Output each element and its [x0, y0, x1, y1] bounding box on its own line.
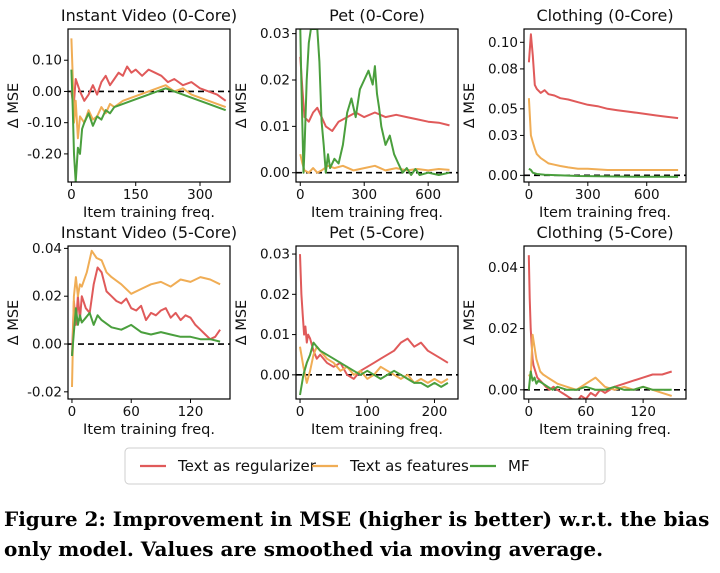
y-tick-label: 0.04	[32, 241, 62, 257]
plot-frame	[523, 245, 687, 400]
series-line-features	[527, 333, 673, 397]
y-axis-label: Δ MSE	[234, 83, 250, 128]
x-axis-label: Item training freq.	[539, 422, 671, 438]
x-tick-label: 300	[187, 187, 213, 203]
y-axis-label: Δ MSE	[6, 300, 22, 345]
series-line-features	[299, 345, 449, 384]
y-tick-label: 0.01	[260, 119, 290, 135]
y-tick-label: -0.02	[27, 384, 62, 400]
series-line-mf	[527, 370, 672, 391]
y-tick-label: 0.03	[260, 247, 290, 263]
chart-panel-1: Instant Video (0-Core) 0 150 300 0.10 0.00 -0.…	[6, 6, 237, 221]
y-axis-label: Δ MSE	[6, 83, 22, 128]
chart-title: Pet (5-Core)	[329, 223, 425, 242]
series-line-mf	[299, 341, 449, 396]
series-line-regularizer	[70, 65, 227, 109]
chart-title: Pet (0-Core)	[329, 6, 425, 25]
x-axis-label: Item training freq.	[539, 205, 671, 221]
y-tick-label: 0.03	[488, 128, 518, 144]
plot-frame	[295, 245, 459, 400]
x-tick-label: 150	[123, 187, 149, 203]
x-tick-label: 120	[630, 404, 656, 420]
plot-frame	[67, 245, 231, 400]
x-tick-label: 0	[296, 187, 305, 203]
series-line-mf	[71, 307, 221, 357]
x-tick-label: 600	[415, 187, 441, 203]
series-line-regularizer	[299, 254, 449, 380]
y-tick-label: 0.02	[260, 287, 290, 303]
y-axis-label: Δ MSE	[462, 300, 478, 345]
legend-frame	[124, 447, 606, 485]
x-tick-label: 0	[525, 187, 534, 203]
figure-panels: Instant Video (0-Core) 0 150 300 0.10 0.00 -0.…	[6, 6, 687, 485]
legend-label-mf: MF	[508, 457, 530, 475]
y-tick-label: 0.00	[260, 367, 290, 383]
y-tick-label: -0.10	[27, 115, 62, 131]
x-axis-label: Item training freq.	[83, 205, 215, 221]
plot-frame	[67, 28, 231, 183]
y-tick-label: 0.03	[260, 26, 290, 42]
x-tick-label: 300	[351, 187, 377, 203]
y-tick-label: 0.00	[488, 382, 518, 398]
y-tick-label: 0.00	[488, 168, 518, 184]
y-tick-label: 0.02	[488, 321, 518, 337]
x-axis-label: Item training freq.	[311, 205, 443, 221]
series-line-mf	[70, 69, 227, 182]
chart-title: Instant Video (5-Core)	[61, 223, 237, 242]
y-tick-label: -0.20	[27, 146, 62, 162]
chart-title: Instant Video (0-Core)	[61, 6, 237, 25]
x-tick-label: 200	[422, 404, 448, 420]
chart-legend: Text as regularizer Text as features MF	[124, 447, 606, 485]
series-line-regularizer	[527, 255, 673, 399]
chart-panel-6: Clothing (5-Core) 0 60 120 0.04 0.02 0.00 Item …	[462, 223, 687, 438]
x-tick-label: 60	[123, 404, 140, 420]
x-axis-label: Item training freq.	[311, 422, 443, 438]
y-tick-label: 0.02	[260, 73, 290, 89]
y-tick-label: 0.10	[32, 53, 62, 69]
legend-label-regularizer: Text as regularizer	[177, 457, 317, 475]
chart-panel-3: Clothing (0-Core) 0 300 600 0.10 0.08 0.05 0.03…	[462, 6, 687, 221]
plot-frame	[295, 28, 459, 183]
series-line-features	[527, 98, 679, 171]
y-tick-label: 0.00	[260, 165, 290, 181]
legend-label-features: Text as features	[349, 457, 469, 475]
x-tick-label: 100	[354, 404, 380, 420]
series-line-mf	[528, 167, 679, 178]
y-tick-label: 0.04	[488, 260, 518, 276]
x-tick-label: 0	[67, 187, 76, 203]
y-tick-label: 0.05	[488, 101, 518, 117]
chart-panel-2: Pet (0-Core) 0 300 600 0.03 0.02 0.01 0.00 Item …	[234, 6, 459, 221]
x-tick-label: 300	[575, 187, 601, 203]
y-axis-label: Δ MSE	[234, 300, 250, 345]
chart-title: Clothing (5-Core)	[536, 223, 673, 242]
chart-panel-5: Pet (5-Core) 0 100 200 0.03 0.02 0.01 0.00 Item …	[234, 223, 459, 438]
series-line-features	[299, 153, 450, 174]
y-tick-label: 0.02	[32, 289, 62, 305]
x-axis-label: Item training freq.	[83, 422, 215, 438]
y-tick-label: 0.10	[488, 35, 518, 51]
y-tick-label: 0.01	[260, 327, 290, 343]
x-tick-label: 0	[296, 404, 305, 420]
series-line-features	[71, 249, 221, 388]
y-axis-label: Δ MSE	[462, 83, 478, 128]
y-tick-label: 0.00	[32, 84, 62, 100]
plot-frame	[523, 28, 687, 183]
series-line-mf	[299, 29, 450, 176]
x-tick-label: 120	[178, 404, 204, 420]
x-tick-label: 600	[634, 187, 660, 203]
x-tick-label: 0	[524, 404, 533, 420]
x-tick-label: 60	[577, 404, 594, 420]
y-tick-label: 0.00	[32, 337, 62, 353]
chart-title: Clothing (0-Core)	[536, 6, 673, 25]
series-line-regularizer	[527, 33, 679, 120]
y-tick-label: 0.08	[488, 61, 518, 77]
chart-panel-4: Instant Video (5-Core) 0 60 120 0.04 0.02 0.00…	[6, 223, 237, 438]
figure-caption: Figure 2: Improvement in MSE (higher is …	[4, 507, 710, 561]
x-tick-label: 0	[68, 404, 77, 420]
series-line-regularizer	[71, 266, 221, 357]
